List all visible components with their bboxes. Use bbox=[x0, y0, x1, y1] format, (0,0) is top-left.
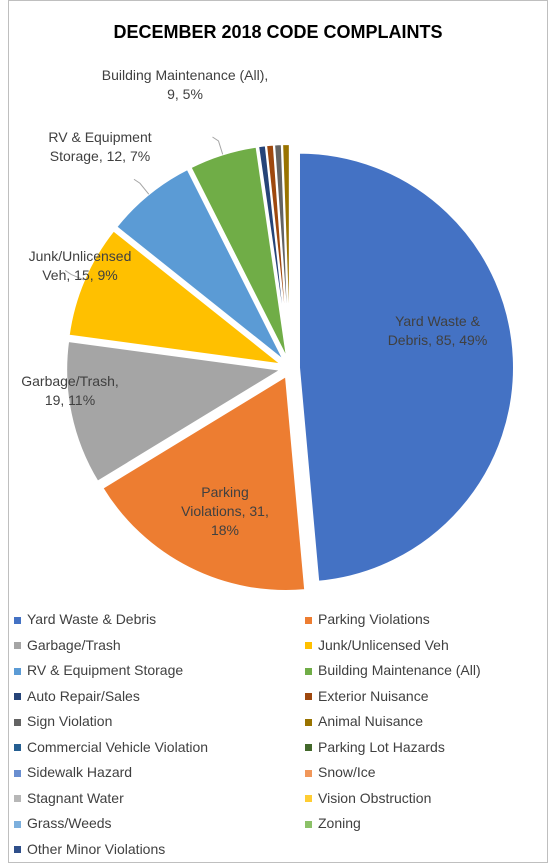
legend-label: Other Minor Violations bbox=[27, 840, 166, 857]
legend-label: Snow/Ice bbox=[318, 764, 376, 780]
legend-item: Animal Nuisance bbox=[305, 713, 423, 729]
legend-swatch bbox=[14, 769, 21, 777]
legend-item: Parking Violations bbox=[305, 611, 430, 627]
legend-item: Sign Violation bbox=[14, 713, 112, 729]
legend-label: Parking Lot Hazards bbox=[318, 738, 445, 755]
legend-swatch bbox=[14, 820, 21, 828]
legend-swatch bbox=[305, 795, 312, 803]
pie-slice bbox=[281, 143, 291, 360]
legend-swatch bbox=[305, 693, 312, 701]
legend-item: Auto Repair/Sales bbox=[14, 688, 140, 704]
legend-label: Sign Violation bbox=[27, 713, 113, 729]
legend-item: Building Maintenance (All) bbox=[305, 662, 481, 678]
data-label: Parking Violations, 31, 18% bbox=[181, 484, 269, 538]
legend-item: Grass/Weeds bbox=[14, 815, 112, 831]
legend-label: Grass/Weeds bbox=[27, 815, 112, 831]
data-label: RV & Equipment Storage, 12, 7% bbox=[48, 129, 152, 164]
legend-label: Vision Obstruction bbox=[318, 789, 432, 806]
legend-label: Junk/Unlicensed Veh bbox=[318, 636, 449, 653]
data-label: Building Maintenance (All), 9, 5% bbox=[101, 67, 269, 102]
legend-label: Garbage/Trash bbox=[27, 636, 121, 653]
legend-swatch bbox=[14, 693, 21, 701]
legend-swatch bbox=[14, 667, 21, 675]
legend-item: Sidewalk Hazard bbox=[14, 764, 132, 780]
legend-item: Junk/Unlicensed Veh bbox=[305, 637, 449, 653]
legend-item: Commercial Vehicle Violation bbox=[14, 739, 208, 755]
legend-item: Other Minor Violations bbox=[14, 841, 165, 857]
legend-label: Sidewalk Hazard bbox=[27, 764, 133, 780]
legend-item: Garbage/Trash bbox=[14, 637, 121, 653]
legend-item: Parking Lot Hazards bbox=[305, 739, 445, 755]
legend-item: Exterior Nuisance bbox=[305, 688, 429, 704]
legend-swatch bbox=[305, 616, 312, 624]
legend-label: Commercial Vehicle Violation bbox=[27, 738, 209, 755]
legend-swatch bbox=[14, 744, 21, 752]
legend-label: Parking Violations bbox=[318, 611, 430, 627]
pie-slice bbox=[65, 339, 285, 484]
legend-label: Zoning bbox=[318, 815, 361, 831]
leader-line bbox=[64, 270, 85, 281]
data-label: Yard Waste & Debris, 85, 49% bbox=[387, 313, 488, 348]
legend-swatch bbox=[14, 718, 21, 726]
legend-swatch bbox=[14, 642, 21, 650]
legend-swatch bbox=[305, 642, 312, 650]
data-label: Junk/Unlicensed Veh, 15, 9% bbox=[28, 248, 132, 283]
legend-swatch bbox=[305, 769, 312, 777]
legend-item: RV & Equipment Storage bbox=[14, 662, 183, 678]
legend-label: Building Maintenance (All) bbox=[318, 662, 481, 678]
legend-item: Zoning bbox=[305, 815, 361, 831]
legend-swatch bbox=[14, 616, 21, 624]
legend-swatch bbox=[305, 820, 312, 828]
pie-slice bbox=[101, 374, 307, 592]
legend-label: Exterior Nuisance bbox=[318, 687, 429, 704]
legend-swatch bbox=[14, 846, 21, 854]
leader-line bbox=[133, 178, 150, 195]
pie-slice bbox=[114, 167, 286, 362]
legend-item: Snow/Ice bbox=[305, 764, 376, 780]
legend-swatch bbox=[305, 744, 312, 752]
data-label: Garbage/Trash, 19, 11% bbox=[21, 373, 119, 408]
legend-swatch bbox=[305, 667, 312, 675]
legend-label: Auto Repair/Sales bbox=[27, 687, 140, 704]
legend-item: Vision Obstruction bbox=[305, 790, 431, 806]
legend-swatch bbox=[14, 795, 21, 803]
legend-label: Stagnant Water bbox=[27, 789, 124, 806]
legend-swatch bbox=[305, 718, 312, 726]
legend-label: Animal Nuisance bbox=[318, 713, 424, 729]
legend-item: Stagnant Water bbox=[14, 790, 124, 806]
legend-label: Yard Waste & Debris bbox=[27, 611, 157, 627]
legend-item: Yard Waste & Debris bbox=[14, 611, 156, 627]
leader-line bbox=[212, 136, 224, 155]
chart-title: DECEMBER 2018 CODE COMPLAINTS bbox=[113, 22, 443, 42]
legend-label: RV & Equipment Storage bbox=[27, 662, 184, 678]
pie-slice bbox=[297, 151, 515, 583]
